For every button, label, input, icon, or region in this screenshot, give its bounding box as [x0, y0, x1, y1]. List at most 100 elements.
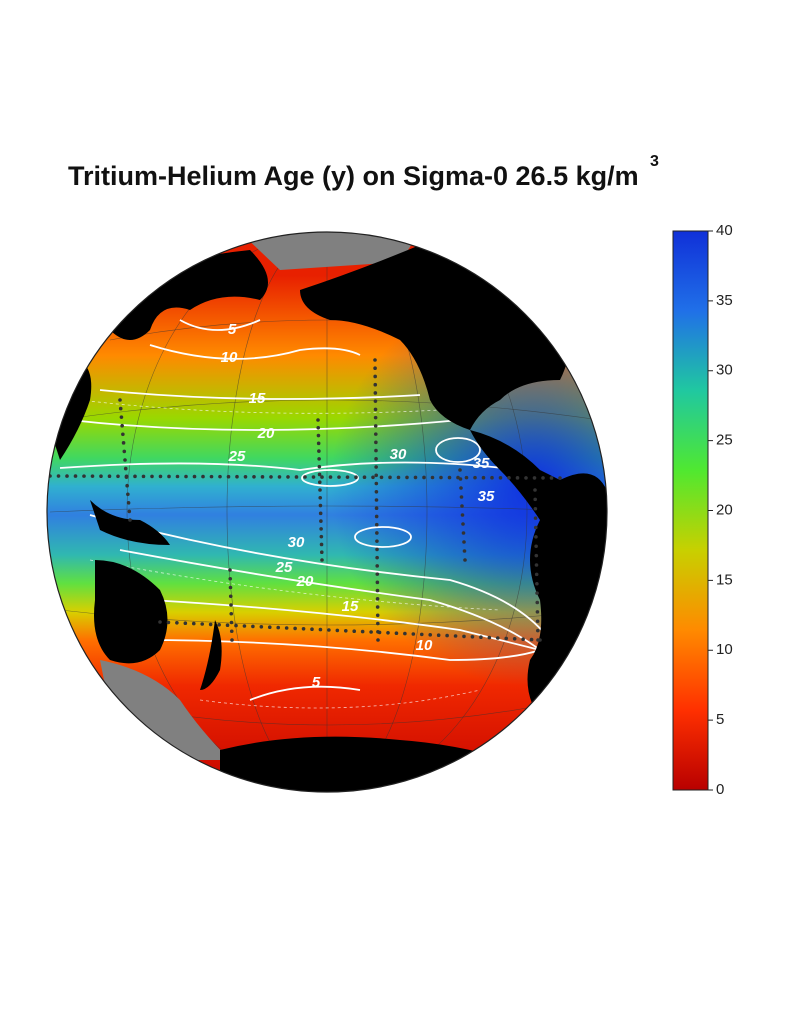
station [459, 486, 463, 490]
station [269, 475, 273, 479]
station [529, 637, 534, 642]
station [458, 477, 463, 481]
station [141, 474, 146, 479]
station [419, 632, 424, 637]
contour-label: 30 [288, 534, 305, 551]
station [303, 475, 307, 479]
station [128, 518, 132, 522]
station [460, 504, 464, 508]
station [481, 475, 486, 480]
station [369, 630, 373, 634]
station [319, 527, 323, 531]
station [373, 424, 378, 428]
station [118, 406, 123, 411]
contour-label: 25 [275, 559, 293, 576]
station [124, 475, 129, 479]
station [375, 605, 380, 609]
contour-label: 20 [296, 573, 314, 590]
station [284, 626, 289, 630]
station [317, 472, 322, 477]
station [533, 525, 538, 530]
station [549, 476, 554, 480]
station [373, 391, 378, 395]
station [260, 475, 265, 479]
station [118, 398, 122, 402]
station [320, 558, 324, 562]
station [533, 497, 537, 502]
station [374, 481, 379, 486]
station [319, 542, 324, 547]
contour-label: 5 [312, 674, 321, 691]
station [228, 576, 233, 581]
station [533, 506, 538, 511]
station [374, 473, 379, 478]
station [218, 474, 222, 479]
station [535, 581, 539, 586]
station [459, 495, 464, 499]
contour-label: 30 [390, 446, 407, 463]
station [521, 637, 525, 641]
station [403, 631, 407, 636]
station [375, 588, 380, 593]
station [166, 620, 171, 625]
station [293, 626, 297, 631]
station [487, 635, 492, 640]
station [316, 441, 321, 446]
station [535, 610, 540, 614]
station [371, 475, 375, 480]
station [228, 568, 232, 572]
station [374, 440, 378, 445]
station [534, 572, 539, 577]
station [318, 511, 323, 516]
contour-label: 25 [228, 448, 246, 465]
station [319, 550, 324, 555]
station [376, 621, 380, 626]
station [430, 475, 435, 480]
station [229, 603, 233, 607]
station [192, 474, 197, 479]
station [495, 636, 500, 640]
station [504, 636, 509, 641]
station [462, 540, 466, 544]
station [375, 531, 379, 535]
station [316, 418, 320, 422]
station [534, 563, 539, 567]
station [428, 633, 433, 637]
station [320, 475, 324, 479]
station [228, 594, 233, 599]
station [183, 621, 188, 625]
station [498, 475, 503, 480]
station [405, 475, 409, 480]
station [462, 549, 467, 553]
colorbar-tick-label: 15 [716, 571, 733, 588]
station [311, 475, 316, 479]
station [447, 475, 452, 480]
colorbar-tick-label: 40 [716, 222, 733, 239]
station [460, 513, 465, 517]
station [375, 564, 380, 568]
station [316, 425, 321, 430]
station [286, 475, 290, 479]
colorbar-tick-label: 0 [716, 781, 724, 798]
station [65, 474, 69, 478]
station [445, 633, 449, 638]
station [373, 407, 378, 412]
station [374, 498, 379, 502]
station [327, 628, 331, 632]
station [535, 619, 540, 624]
station [175, 621, 179, 625]
station [375, 613, 380, 618]
station [200, 622, 205, 626]
station [317, 457, 321, 461]
station [319, 534, 324, 539]
station [535, 600, 540, 605]
station [374, 465, 378, 469]
station [533, 516, 538, 520]
station [126, 501, 131, 505]
station [374, 514, 379, 519]
station [394, 631, 399, 635]
station [373, 432, 378, 436]
station [463, 558, 467, 562]
station [507, 476, 511, 480]
station [512, 637, 517, 641]
